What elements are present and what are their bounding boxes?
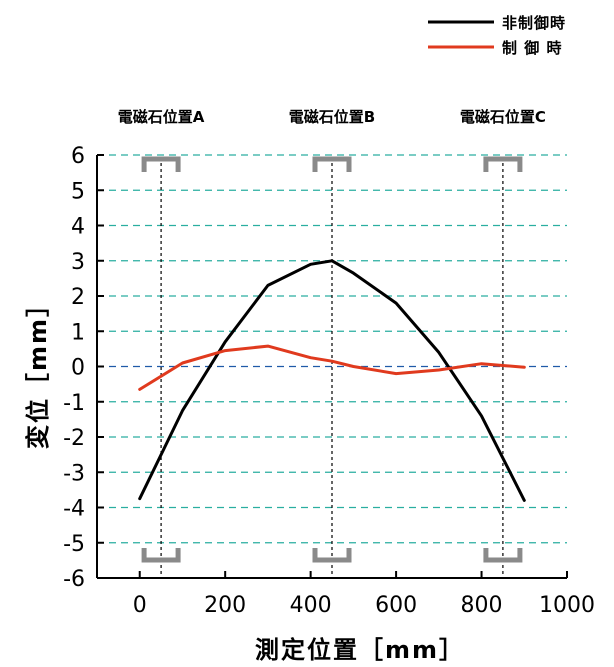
legend-label-uncontrolled: 非制御時 bbox=[502, 14, 566, 32]
x-tick-label: 800 bbox=[461, 593, 503, 618]
y-tick-label: -4 bbox=[63, 497, 85, 522]
x-tick-label: 400 bbox=[290, 593, 332, 618]
marker-label: 電磁石位置B bbox=[289, 108, 375, 126]
top-bracket bbox=[483, 156, 523, 172]
y-tick-label: 2 bbox=[71, 285, 85, 310]
y-tick-label: 4 bbox=[71, 215, 85, 240]
electromagnet-markers: 電磁石位置A 電磁石位置B 電磁石位置C bbox=[118, 108, 546, 578]
y-tick-label: 6 bbox=[71, 144, 85, 169]
y-tick-label: -2 bbox=[63, 426, 85, 451]
x-tick-label: 600 bbox=[375, 593, 417, 618]
top-bracket bbox=[141, 156, 181, 172]
x-tick-label: 200 bbox=[204, 593, 246, 618]
axes: -6 -5 -4 -3 -2 -1 0 1 2 3 4 5 6 0 200 400 600 800 1000 bbox=[63, 144, 595, 618]
y-tick-label: 3 bbox=[71, 250, 85, 275]
y-tick-label: -6 bbox=[63, 567, 85, 592]
legend: 非制御時 制 御 時 bbox=[428, 14, 566, 57]
x-tick-label: 0 bbox=[133, 593, 147, 618]
marker-label: 電磁石位置A bbox=[118, 108, 205, 126]
bottom-bracket bbox=[483, 548, 523, 563]
y-tick-label: 0 bbox=[71, 356, 85, 381]
x-tick-label: 1000 bbox=[539, 593, 595, 618]
series-line-uncontrolled bbox=[138, 259, 526, 502]
legend-label-controlled: 制 御 時 bbox=[502, 39, 562, 57]
x-axis-title: 測定位置［mm］ bbox=[255, 636, 465, 664]
y-tick-label: 1 bbox=[71, 320, 85, 345]
y-tick-label: -3 bbox=[63, 461, 85, 486]
y-tick-label: -1 bbox=[63, 391, 85, 416]
y-axis-title: 変位［mm］ bbox=[24, 291, 52, 449]
y-tick-label: 5 bbox=[71, 179, 85, 204]
marker-label: 電磁石位置C bbox=[460, 108, 546, 126]
bottom-bracket bbox=[312, 548, 352, 563]
y-tick-label: -5 bbox=[63, 532, 85, 557]
top-bracket bbox=[312, 156, 352, 172]
series-lines bbox=[138, 259, 526, 502]
bottom-bracket bbox=[141, 548, 181, 563]
series-line-controlled bbox=[138, 344, 526, 391]
